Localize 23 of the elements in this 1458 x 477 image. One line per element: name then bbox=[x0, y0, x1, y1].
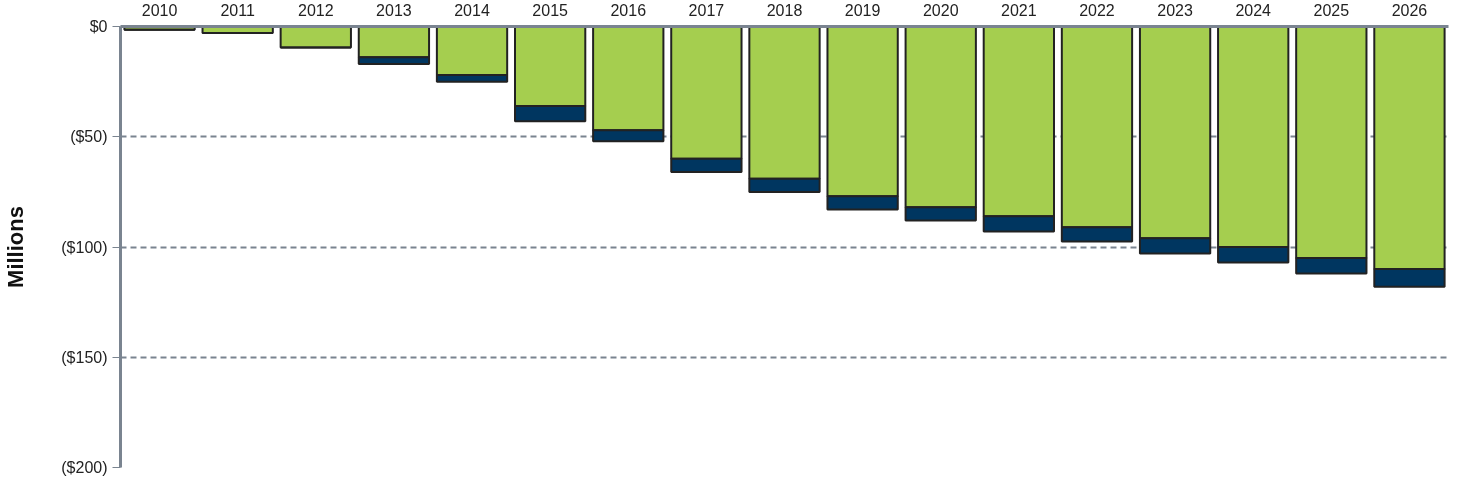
x-tick-label: 2016 bbox=[610, 1, 647, 19]
x-tick-label: 2010 bbox=[141, 1, 178, 19]
x-tick-label: 2021 bbox=[1001, 1, 1037, 19]
x-tick-label: 2014 bbox=[454, 1, 490, 19]
x-tick-label: 2011 bbox=[220, 1, 255, 19]
x-tick-label: 2026 bbox=[1391, 1, 1428, 19]
y-tick-label: $0 bbox=[89, 18, 108, 35]
y-tick-label: ($200) bbox=[61, 459, 108, 476]
x-tick-label: 2024 bbox=[1235, 1, 1272, 19]
x-tick-label: 2015 bbox=[532, 1, 569, 19]
x-tick-label: 2018 bbox=[766, 1, 803, 19]
x-tick-label: 2012 bbox=[298, 1, 334, 19]
y-tick-label: ($100) bbox=[61, 238, 108, 256]
x-tick-label: 2025 bbox=[1313, 1, 1350, 19]
x-tick-label: 2013 bbox=[376, 1, 412, 19]
y-tick-label: ($150) bbox=[61, 348, 108, 366]
x-tick-label: 2019 bbox=[844, 1, 881, 19]
y-axis-title: Millions bbox=[3, 206, 29, 288]
x-tick-label: 2017 bbox=[688, 1, 725, 19]
x-tick-label: 2020 bbox=[922, 1, 959, 19]
x-tick-label: 2022 bbox=[1079, 1, 1115, 19]
y-tick-label: ($50) bbox=[70, 128, 108, 146]
x-tick-label: 2023 bbox=[1157, 1, 1193, 19]
